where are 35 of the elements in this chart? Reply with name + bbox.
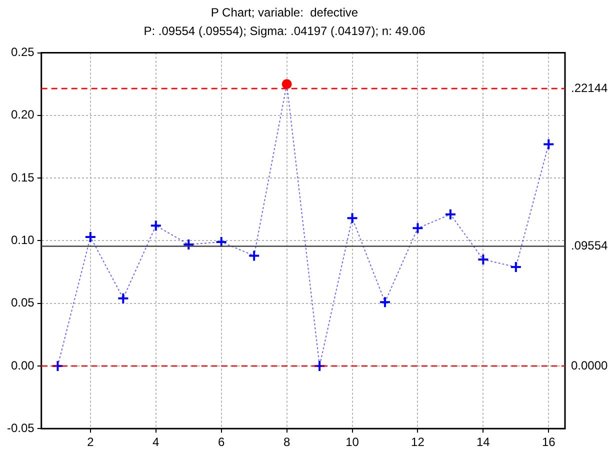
point <box>150 220 162 232</box>
point <box>248 250 260 262</box>
y-tick-label: 0.20 <box>10 108 35 122</box>
ref-line-label: 0.0000 <box>571 358 608 372</box>
y-tick-label: 0.05 <box>10 296 35 310</box>
x-tick-label: 4 <box>152 435 160 450</box>
point <box>215 236 228 248</box>
point <box>477 253 490 266</box>
chart-title: P Chart; variable: defective <box>210 6 358 20</box>
point <box>314 360 326 372</box>
ref-line-label: .22144 <box>571 80 608 95</box>
x-tick-label: 16 <box>542 435 556 450</box>
y-tick-label: 0.25 <box>10 45 35 60</box>
chart-subtitle: P: .09554 (.09554); Sigma: .04197 (.04197); n: 49.06 <box>144 24 426 38</box>
ref-line-label: .09554 <box>571 238 608 253</box>
x-tick-label: 6 <box>218 435 226 450</box>
point <box>182 238 195 250</box>
point <box>412 222 424 234</box>
point <box>444 208 456 220</box>
y-tick-label: 0.15 <box>10 170 35 184</box>
x-tick-label: 10 <box>346 435 360 450</box>
x-tick-label: 14 <box>476 435 490 450</box>
point <box>378 296 391 308</box>
y-tick-label: 0.10 <box>10 233 35 248</box>
x-tick-label: 8 <box>283 435 290 450</box>
point <box>117 292 130 304</box>
x-tick-label: 12 <box>411 435 425 450</box>
point <box>346 212 358 224</box>
y-tick-label: -0.05 <box>6 420 35 435</box>
x-tick-label: 2 <box>87 435 94 450</box>
y-tick-label: 0.00 <box>10 358 35 372</box>
point <box>510 261 522 274</box>
point <box>542 138 555 150</box>
point <box>84 230 96 243</box>
point <box>52 360 64 372</box>
